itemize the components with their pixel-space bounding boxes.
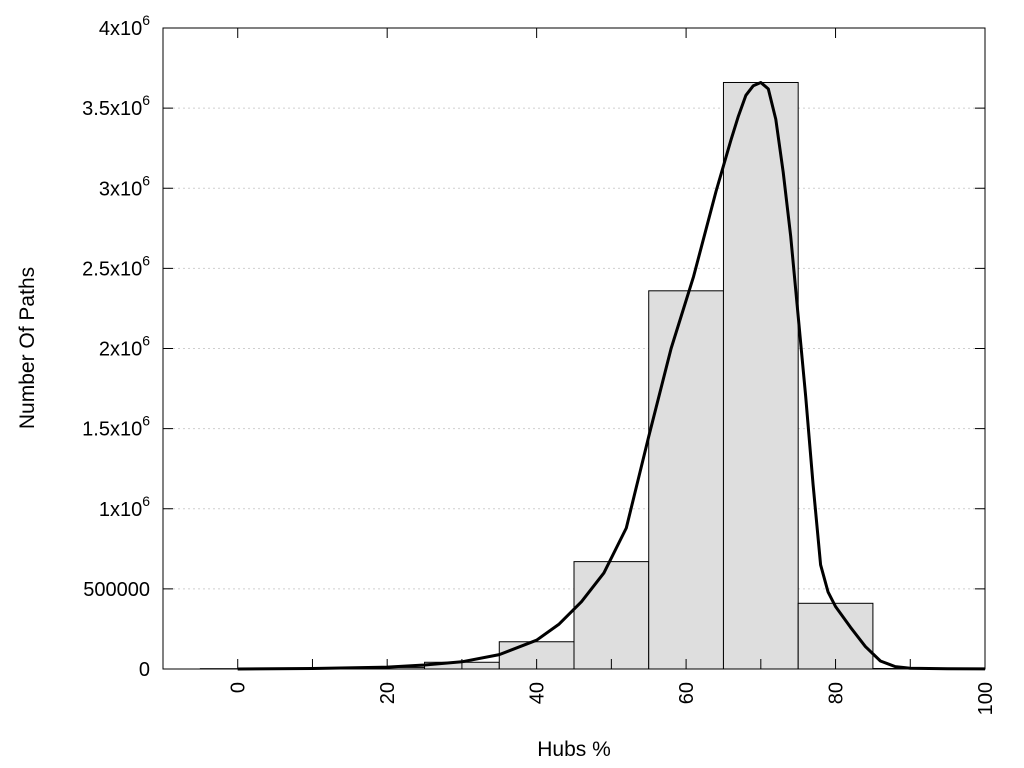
y-tick-label: 3.5x106 bbox=[82, 92, 150, 120]
y-tick-label: 4x106 bbox=[99, 12, 150, 40]
x-tick-label: 100 bbox=[975, 682, 997, 715]
x-tick-label: 40 bbox=[527, 682, 549, 704]
axis-ticks bbox=[163, 27, 986, 670]
y-tick-label: 2x106 bbox=[99, 333, 150, 361]
histogram-bar bbox=[797, 602, 874, 670]
x-tick-label: 80 bbox=[826, 682, 848, 704]
y-tick-labels: 0 500000 1x106 1.5x106 2x106 2.5x106 3x106 3.5x… bbox=[82, 12, 150, 681]
density-curve-line bbox=[237, 81, 986, 671]
histogram-bar bbox=[722, 81, 799, 670]
x-tick-label: 60 bbox=[676, 682, 698, 704]
y-tick-label: 1x106 bbox=[99, 493, 150, 521]
y-tick-label: 2.5x106 bbox=[82, 252, 150, 280]
x-axis-title: Hubs % bbox=[537, 738, 611, 761]
y-axis-title: Number Of Paths bbox=[16, 267, 39, 429]
gridlines bbox=[163, 107, 985, 590]
histogram-bar bbox=[648, 290, 724, 670]
x-tick-label: 0 bbox=[228, 682, 250, 693]
y-tick-label: 1.5x106 bbox=[82, 413, 150, 441]
density-curve bbox=[237, 81, 986, 671]
histogram-bars bbox=[199, 81, 949, 670]
y-tick-label: 0 bbox=[139, 659, 150, 681]
x-tick-labels: 0 20 40 60 80 100 bbox=[228, 682, 997, 715]
x-tick-label: 20 bbox=[377, 682, 399, 704]
y-tick-label: 3x106 bbox=[99, 172, 150, 200]
y-tick-label: 500000 bbox=[83, 579, 150, 601]
histogram-bar bbox=[573, 561, 650, 670]
